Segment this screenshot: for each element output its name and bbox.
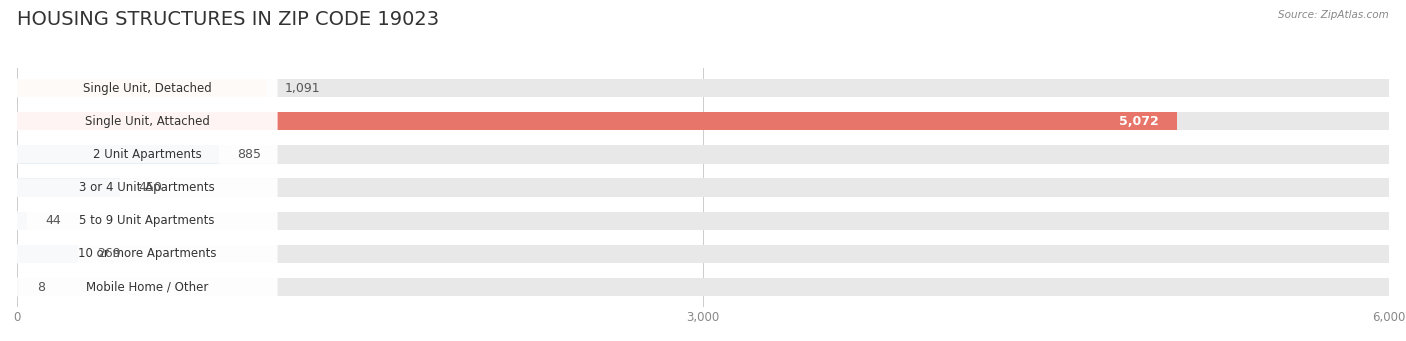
Text: 44: 44 bbox=[45, 214, 60, 227]
Text: 5 to 9 Unit Apartments: 5 to 9 Unit Apartments bbox=[80, 214, 215, 227]
FancyBboxPatch shape bbox=[17, 278, 277, 296]
Bar bbox=[17, 145, 219, 164]
Bar bbox=[17, 145, 1389, 164]
Bar bbox=[17, 278, 1389, 296]
Text: 2 Unit Apartments: 2 Unit Apartments bbox=[93, 148, 201, 161]
FancyBboxPatch shape bbox=[17, 211, 277, 230]
Text: Single Unit, Attached: Single Unit, Attached bbox=[84, 115, 209, 128]
FancyBboxPatch shape bbox=[17, 112, 277, 131]
Text: 269: 269 bbox=[97, 247, 121, 261]
Text: 10 or more Apartments: 10 or more Apartments bbox=[77, 247, 217, 261]
Text: 8: 8 bbox=[37, 281, 45, 294]
Text: 5,072: 5,072 bbox=[1119, 115, 1159, 128]
Bar bbox=[17, 178, 1389, 197]
Bar bbox=[17, 211, 1389, 230]
FancyBboxPatch shape bbox=[17, 145, 277, 164]
Bar bbox=[17, 112, 1177, 130]
Bar bbox=[17, 278, 18, 296]
Bar bbox=[17, 211, 27, 230]
Text: 885: 885 bbox=[238, 148, 262, 161]
Text: Single Unit, Detached: Single Unit, Detached bbox=[83, 81, 212, 94]
Bar bbox=[17, 79, 1389, 97]
Text: Mobile Home / Other: Mobile Home / Other bbox=[86, 281, 208, 294]
Bar bbox=[17, 178, 120, 197]
Text: 1,091: 1,091 bbox=[284, 81, 321, 94]
Bar bbox=[17, 79, 266, 97]
Bar bbox=[17, 112, 1389, 130]
Bar bbox=[17, 245, 79, 263]
Text: HOUSING STRUCTURES IN ZIP CODE 19023: HOUSING STRUCTURES IN ZIP CODE 19023 bbox=[17, 10, 439, 29]
Text: 3 or 4 Unit Apartments: 3 or 4 Unit Apartments bbox=[79, 181, 215, 194]
Bar bbox=[17, 245, 1389, 263]
Text: Source: ZipAtlas.com: Source: ZipAtlas.com bbox=[1278, 10, 1389, 20]
FancyBboxPatch shape bbox=[17, 79, 277, 98]
FancyBboxPatch shape bbox=[17, 244, 277, 263]
Text: 450: 450 bbox=[138, 181, 162, 194]
FancyBboxPatch shape bbox=[17, 178, 277, 197]
